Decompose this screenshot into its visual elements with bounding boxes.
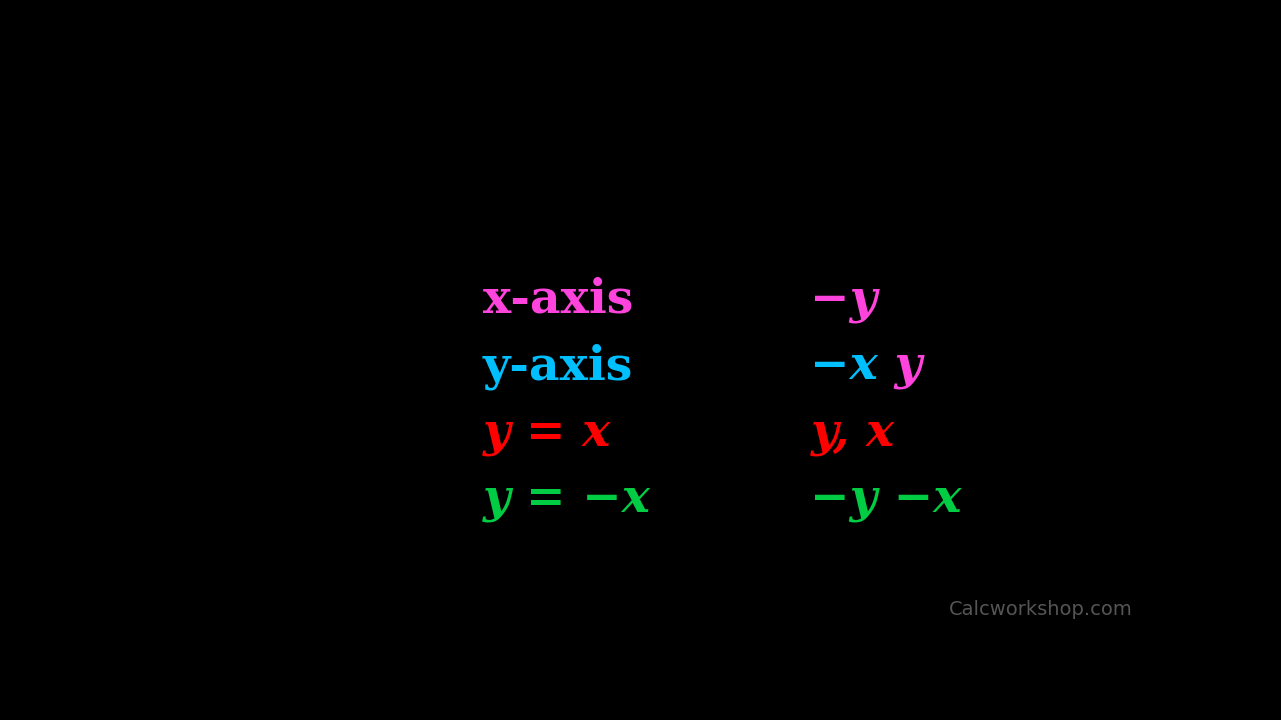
Text: −y −x: −y −x xyxy=(811,477,962,523)
Text: Calcworkshop.com: Calcworkshop.com xyxy=(949,600,1132,618)
Text: −x: −x xyxy=(811,343,879,390)
Text: −y: −y xyxy=(811,277,877,323)
Text: y, x: y, x xyxy=(811,410,894,456)
Text: x-axis: x-axis xyxy=(483,277,633,323)
Text: y: y xyxy=(879,343,922,390)
Text: y-axis: y-axis xyxy=(483,343,633,390)
Text: y = −x: y = −x xyxy=(483,477,651,523)
Text: y = x: y = x xyxy=(483,410,611,456)
